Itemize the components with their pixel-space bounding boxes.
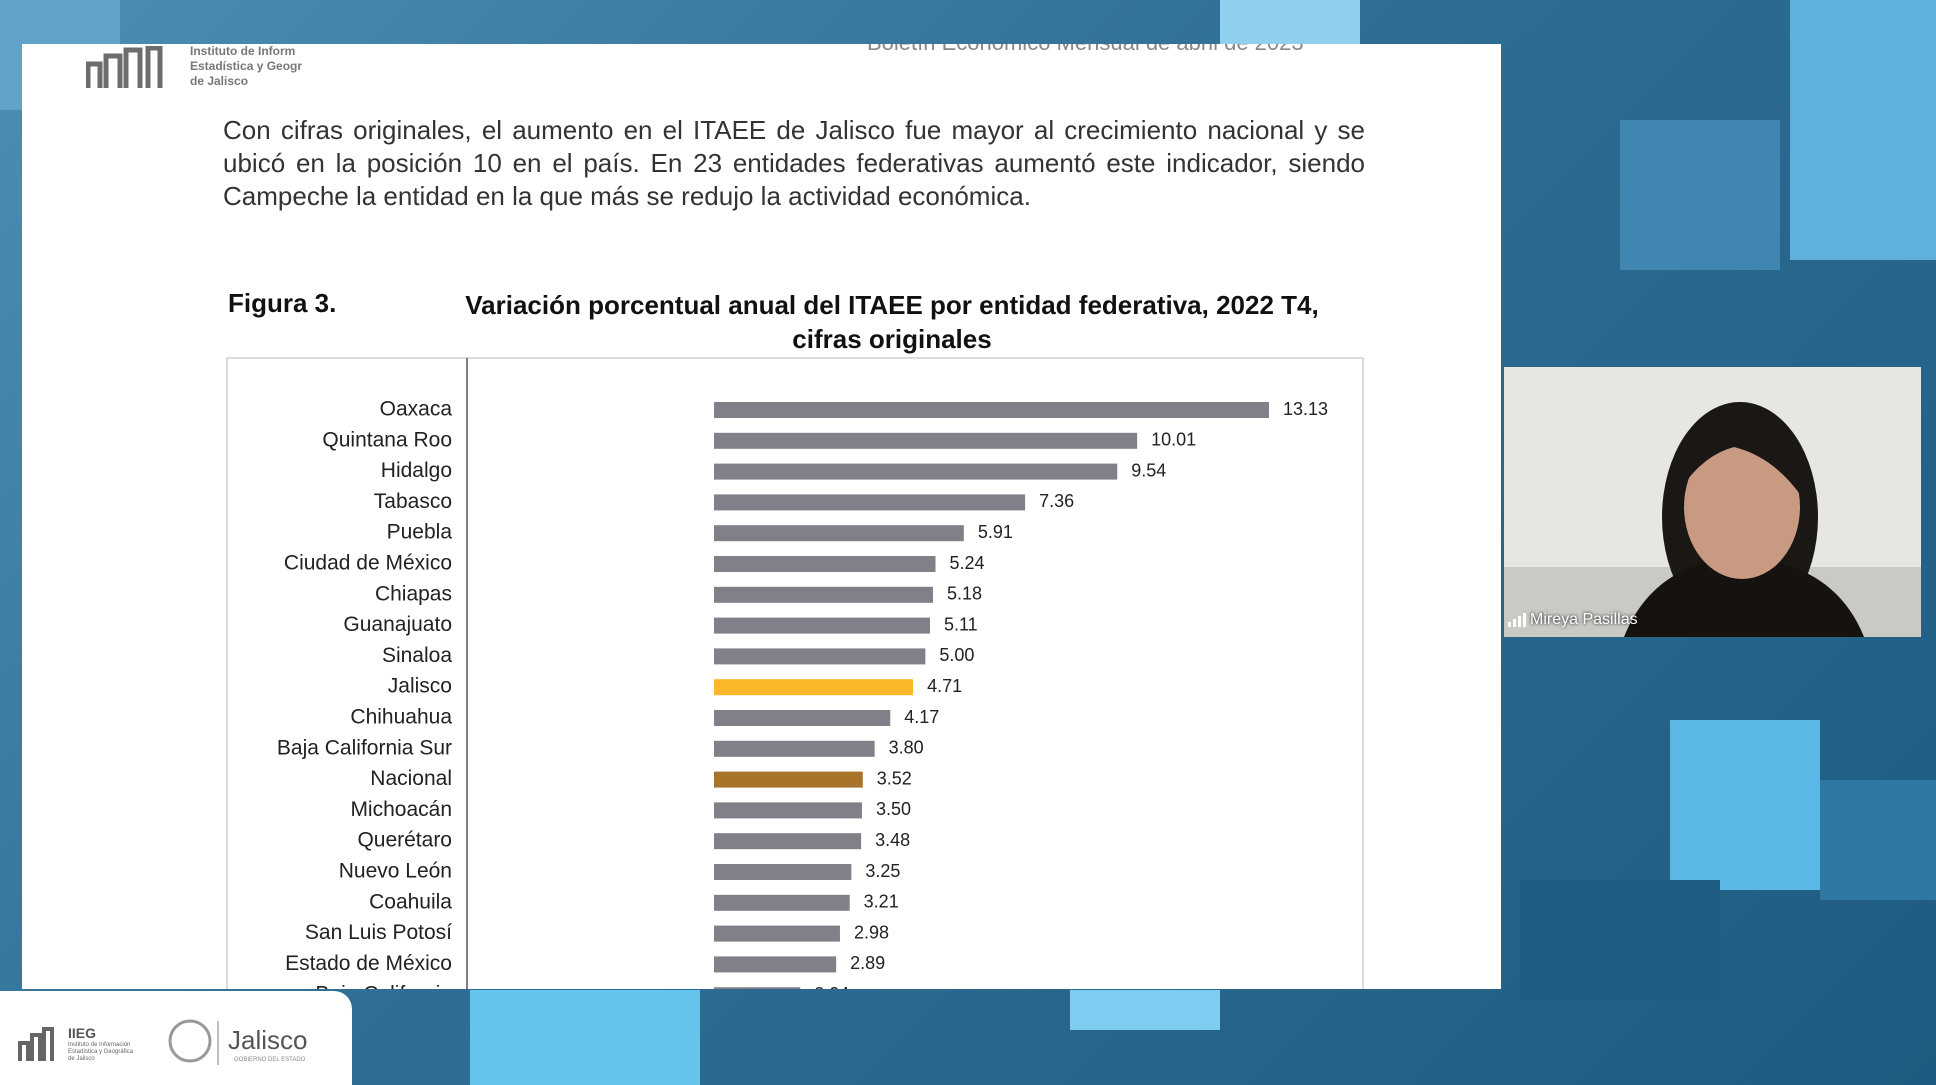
- footer-institute: Instituto de Información Estadística y G…: [68, 1042, 133, 1063]
- bg-tile: [1790, 0, 1936, 260]
- category-label: Coahuila: [369, 890, 452, 913]
- bar: [714, 925, 840, 942]
- value-label: 5.18: [947, 584, 982, 604]
- bar: [714, 648, 926, 665]
- footer-institute-line: Estadística y Geográfica: [68, 1049, 134, 1055]
- category-label: San Luis Potosí: [305, 921, 452, 944]
- value-label: 10.01: [1151, 430, 1196, 450]
- bar: [714, 802, 862, 819]
- bg-tile: [1820, 780, 1936, 900]
- category-label: Nuevo León: [339, 860, 452, 883]
- bg-tile: [1070, 990, 1220, 1030]
- value-label: 2.89: [850, 953, 885, 973]
- footer-logos: IIEG Instituto de Información Estadístic…: [0, 991, 352, 1085]
- bar-chart: Oaxaca 13.13 Quintana Roo 10.01 Hidalgo 9.54 T…: [226, 357, 1364, 989]
- bar: [714, 617, 930, 634]
- value-label: 4.17: [904, 707, 939, 727]
- category-label: Chihuahua: [350, 706, 452, 729]
- category-label: Ciudad de México: [284, 552, 452, 575]
- value-label: 3.25: [865, 861, 900, 881]
- participant-video: [1504, 367, 1921, 637]
- footer-acronym: IIEG: [68, 1025, 97, 1041]
- value-label: 13.13: [1283, 399, 1328, 419]
- category-label: Chiapas: [375, 582, 452, 605]
- bar: [714, 771, 863, 788]
- category-label: Guanajuato: [343, 613, 452, 636]
- category-label: Estado de México: [285, 952, 452, 975]
- value-label: 9.54: [1131, 460, 1166, 480]
- category-label: Michoacán: [350, 798, 452, 821]
- value-label: 5.24: [949, 553, 984, 573]
- figure-title-line: cifras originales: [792, 324, 992, 354]
- category-label: Oaxaca: [380, 398, 453, 421]
- value-label: 2.04: [814, 984, 849, 989]
- bar: [714, 740, 875, 757]
- category-label: Baja California: [315, 983, 452, 989]
- org-name: de Jalisco: [190, 74, 249, 88]
- bar: [714, 987, 801, 989]
- paragraph: Con cifras originales, el aumento en el …: [223, 115, 1365, 211]
- video-tile: Mireya Pasillas: [1504, 367, 1921, 637]
- value-label: 2.98: [854, 922, 889, 942]
- value-label: 3.21: [864, 892, 899, 912]
- bg-tile: [1620, 120, 1780, 270]
- bulletin-header: Boletín Económico Mensual de abril de 20…: [867, 44, 1304, 56]
- bar: [714, 894, 850, 911]
- chart-frame: [226, 357, 1364, 989]
- bar: [714, 556, 936, 572]
- category-label: Querétaro: [357, 829, 452, 852]
- category-label: Jalisco: [388, 675, 452, 698]
- bg-tile: [1670, 720, 1820, 890]
- category-label: Tabasco: [374, 490, 452, 513]
- bar: [714, 864, 852, 880]
- participant-name: Mireya Pasillas: [1530, 611, 1638, 628]
- bar: [714, 525, 964, 542]
- bar: [714, 494, 1026, 511]
- category-label: Baja California Sur: [277, 736, 452, 759]
- figure-title: Variación porcentual anual del ITAEE por…: [397, 288, 1387, 356]
- value-label: 3.80: [889, 738, 924, 758]
- bar: [714, 710, 891, 726]
- category-label: Sinaloa: [382, 644, 452, 667]
- shared-document: Instituto de Inform Estadística y Geogr …: [22, 44, 1501, 989]
- value-label: 5.91: [978, 522, 1013, 542]
- bar: [714, 463, 1118, 480]
- iieg-logo: [86, 46, 163, 88]
- value-label: 3.50: [876, 799, 911, 819]
- figure-title-line: Variación porcentual anual del ITAEE por…: [465, 290, 1319, 320]
- org-name: Estadística y Geogr: [190, 59, 303, 73]
- value-label: 5.11: [944, 614, 978, 634]
- footer-government: GOBIERNO DEL ESTADO: [234, 1057, 306, 1063]
- footer-state: Jalisco: [228, 1025, 308, 1055]
- footer-institute-line: de Jalisco: [68, 1056, 95, 1062]
- org-name: Instituto de Inform: [190, 44, 296, 58]
- bg-tile: [470, 990, 700, 1085]
- bar: [714, 402, 1269, 418]
- value-label: 3.48: [875, 830, 910, 850]
- bar: [714, 833, 862, 850]
- signal-icon: [1508, 613, 1526, 627]
- category-label: Quintana Roo: [322, 428, 452, 451]
- footer-graphics: [18, 1019, 219, 1065]
- category-label: Nacional: [370, 767, 452, 790]
- footer-institute-line: Instituto de Información: [68, 1042, 131, 1048]
- bar: [714, 956, 837, 973]
- bar: [714, 586, 933, 603]
- bar: [714, 679, 914, 696]
- value-label: 3.52: [877, 768, 912, 788]
- value-label: 4.71: [927, 676, 962, 696]
- category-label: Puebla: [387, 521, 453, 544]
- value-label: 7.36: [1039, 491, 1074, 511]
- category-label: Hidalgo: [381, 459, 452, 482]
- value-label: 5.00: [939, 645, 974, 665]
- bg-tile: [1520, 880, 1720, 1000]
- bar: [714, 432, 1138, 449]
- figure-label: Figura 3.: [228, 288, 337, 318]
